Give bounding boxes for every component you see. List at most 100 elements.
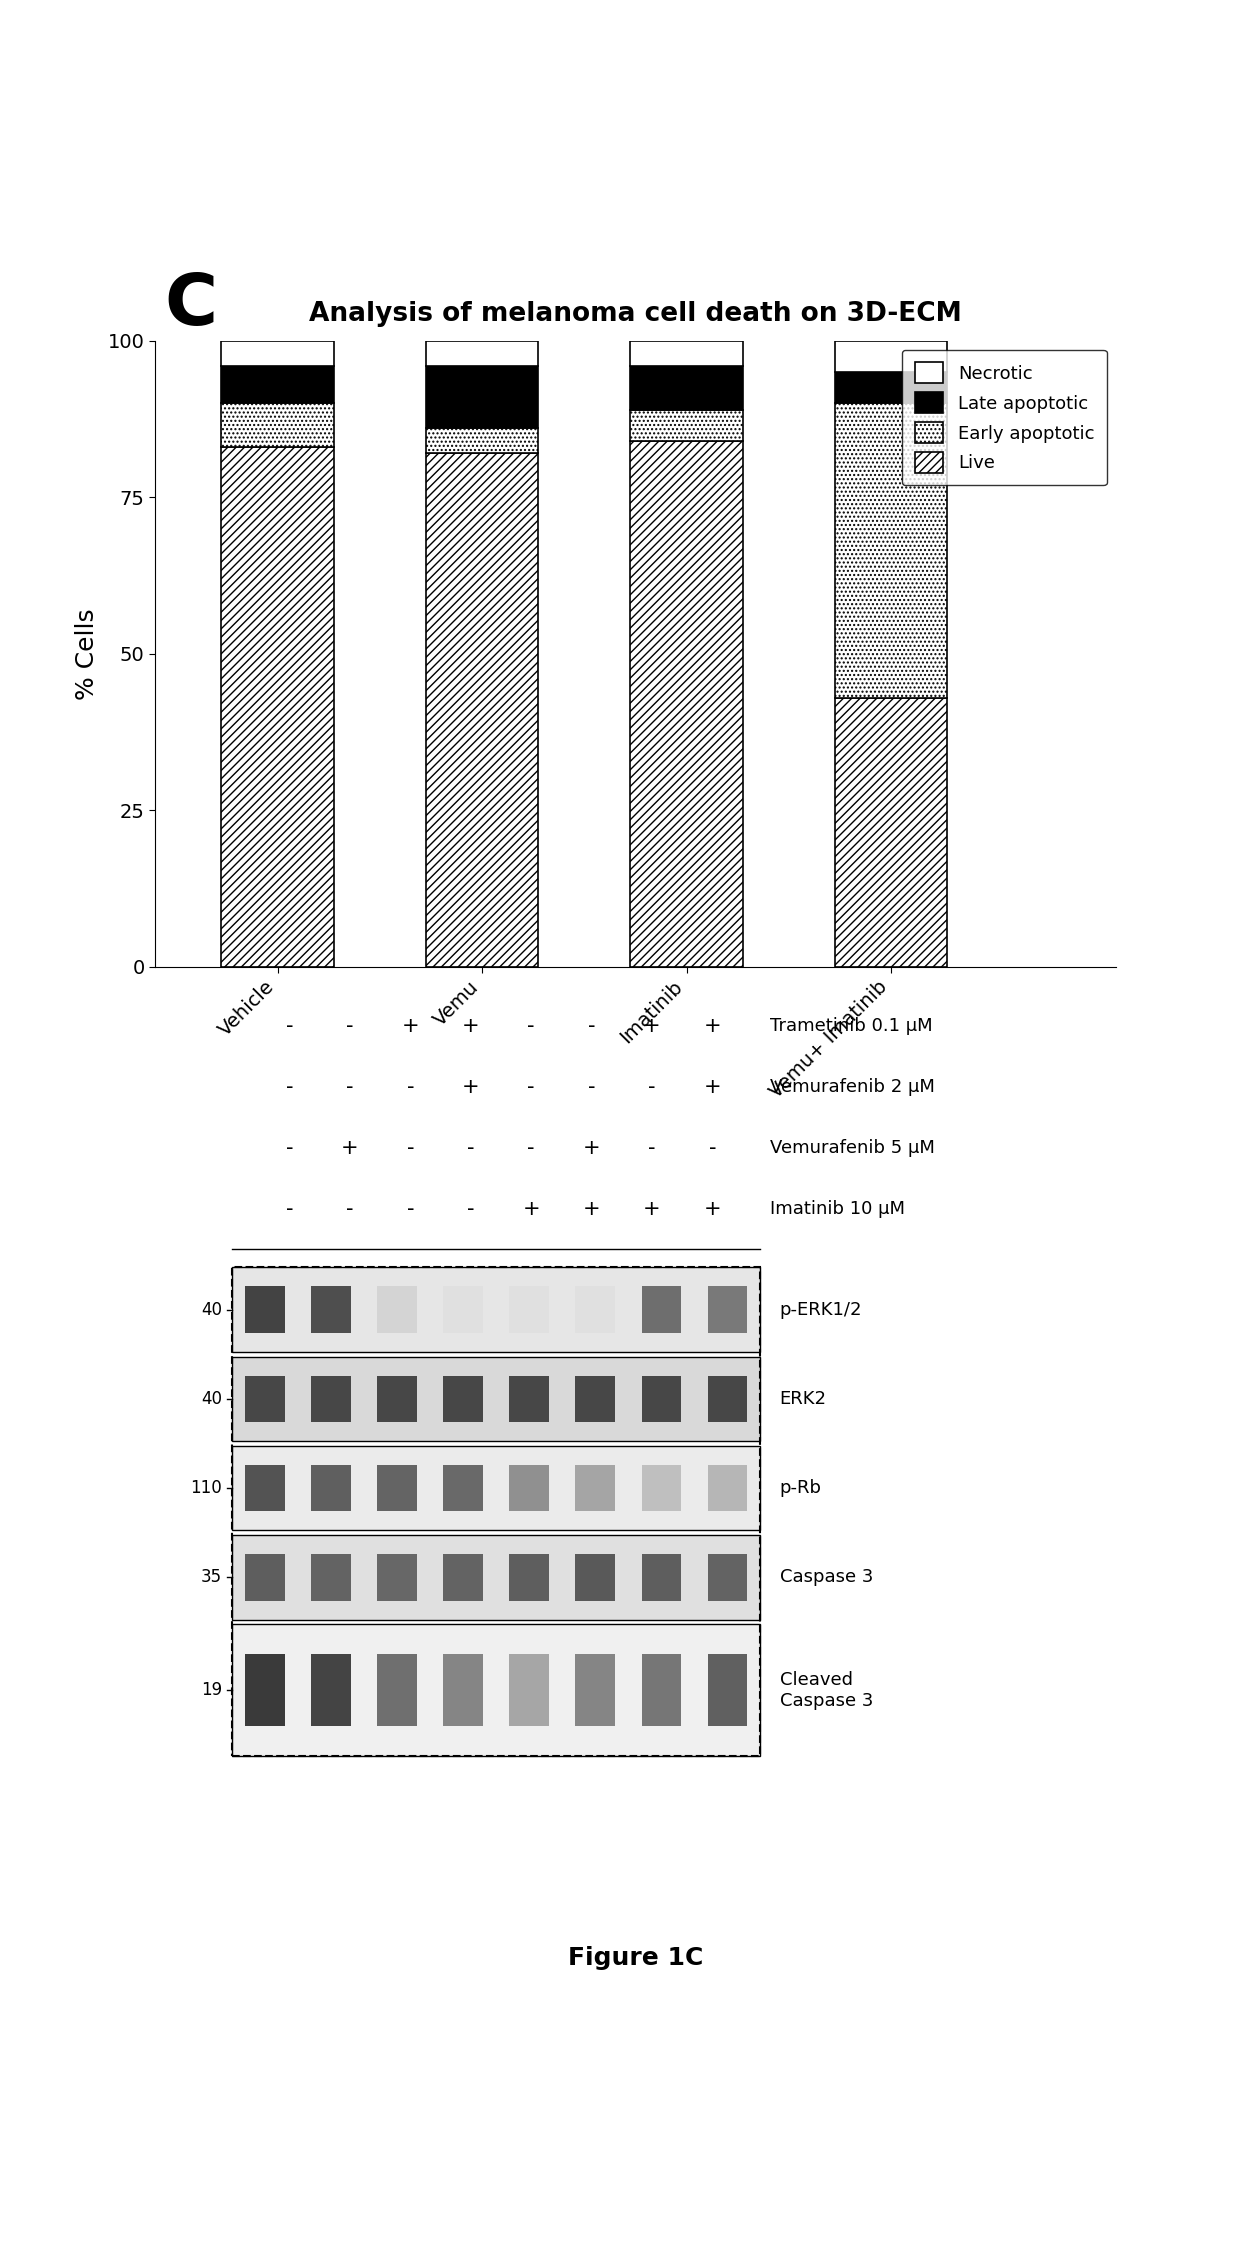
Text: -: - xyxy=(346,1017,353,1035)
Bar xyxy=(835,404,947,698)
Bar xyxy=(641,1554,681,1602)
Bar xyxy=(425,366,538,429)
Text: -: - xyxy=(649,1139,656,1157)
Text: p-ERK1/2: p-ERK1/2 xyxy=(780,1301,862,1319)
Text: 19: 19 xyxy=(201,1681,222,1699)
Text: -: - xyxy=(407,1078,414,1096)
Text: +: + xyxy=(703,1017,722,1035)
Bar xyxy=(222,447,334,967)
Text: -: - xyxy=(285,1139,294,1157)
Text: -: - xyxy=(285,1017,294,1035)
Bar xyxy=(641,1285,681,1333)
Bar xyxy=(630,366,743,409)
Bar xyxy=(641,1654,681,1726)
Bar xyxy=(510,1464,549,1511)
Bar xyxy=(835,698,947,967)
Text: Trametinib 0.1 μM: Trametinib 0.1 μM xyxy=(770,1017,932,1035)
Bar xyxy=(425,429,538,454)
Text: Caspase 3: Caspase 3 xyxy=(780,1568,873,1586)
Bar xyxy=(575,1464,615,1511)
Bar xyxy=(708,1285,748,1333)
Bar xyxy=(222,366,334,404)
Text: 40: 40 xyxy=(201,1301,222,1319)
Bar xyxy=(311,1654,351,1726)
Bar xyxy=(246,1376,285,1423)
Bar xyxy=(377,1376,417,1423)
Text: Imatinib 10 μM: Imatinib 10 μM xyxy=(770,1200,905,1218)
Text: +: + xyxy=(583,1200,600,1218)
Text: -: - xyxy=(467,1200,475,1218)
Text: +: + xyxy=(341,1139,358,1157)
Bar xyxy=(425,454,538,967)
Bar xyxy=(377,1654,417,1726)
Bar xyxy=(575,1654,615,1726)
Bar xyxy=(246,1554,285,1602)
Text: +: + xyxy=(583,1139,600,1157)
Bar xyxy=(246,1654,285,1726)
Bar xyxy=(510,1285,549,1333)
Text: C: C xyxy=(165,271,217,341)
Text: Vemurafenib 5 μM: Vemurafenib 5 μM xyxy=(770,1139,935,1157)
Bar xyxy=(708,1654,748,1726)
Bar xyxy=(425,341,538,366)
Bar xyxy=(444,1376,482,1423)
Bar xyxy=(232,1536,760,1620)
Bar xyxy=(510,1554,549,1602)
Text: -: - xyxy=(285,1200,294,1218)
Bar xyxy=(708,1554,748,1602)
Bar xyxy=(641,1464,681,1511)
Text: -: - xyxy=(527,1139,534,1157)
Bar xyxy=(575,1376,615,1423)
Text: 35: 35 xyxy=(201,1568,222,1586)
Bar xyxy=(377,1285,417,1333)
Bar xyxy=(232,1358,760,1441)
Text: ERK2: ERK2 xyxy=(780,1389,827,1407)
Bar xyxy=(510,1654,549,1726)
Title: Analysis of melanoma cell death on 3D-ECM: Analysis of melanoma cell death on 3D-EC… xyxy=(309,300,962,328)
Bar xyxy=(835,341,947,373)
Bar xyxy=(630,341,743,366)
Text: Vemurafenib 2 μM: Vemurafenib 2 μM xyxy=(770,1078,935,1096)
Bar xyxy=(444,1464,482,1511)
Bar xyxy=(708,1376,748,1423)
Text: +: + xyxy=(703,1200,722,1218)
Text: +: + xyxy=(644,1017,661,1035)
Bar xyxy=(246,1464,285,1511)
Bar xyxy=(444,1654,482,1726)
Text: -: - xyxy=(708,1139,717,1157)
Bar xyxy=(630,441,743,967)
Y-axis label: % Cells: % Cells xyxy=(76,608,99,700)
Text: +: + xyxy=(402,1017,419,1035)
Bar xyxy=(377,1554,417,1602)
Bar xyxy=(708,1464,748,1511)
Text: Figure 1C: Figure 1C xyxy=(568,1947,703,1970)
Bar xyxy=(246,1285,285,1333)
Text: -: - xyxy=(407,1200,414,1218)
Bar xyxy=(232,1624,760,1755)
Bar xyxy=(311,1285,351,1333)
Text: p-Rb: p-Rb xyxy=(780,1480,822,1498)
Bar xyxy=(444,1285,482,1333)
Text: +: + xyxy=(522,1200,539,1218)
Text: +: + xyxy=(463,1078,480,1096)
Text: -: - xyxy=(285,1078,294,1096)
Text: +: + xyxy=(644,1200,661,1218)
Bar xyxy=(311,1464,351,1511)
Bar xyxy=(630,409,743,441)
Bar xyxy=(510,1376,549,1423)
Bar xyxy=(311,1554,351,1602)
Bar xyxy=(575,1285,615,1333)
Text: Cleaved
Caspase 3: Cleaved Caspase 3 xyxy=(780,1672,873,1710)
Text: 40: 40 xyxy=(201,1389,222,1407)
Text: -: - xyxy=(588,1017,595,1035)
Text: -: - xyxy=(649,1078,656,1096)
Text: 110: 110 xyxy=(191,1480,222,1498)
Text: +: + xyxy=(703,1078,722,1096)
Bar xyxy=(641,1376,681,1423)
Text: -: - xyxy=(467,1139,475,1157)
Bar xyxy=(232,1267,760,1351)
Text: -: - xyxy=(346,1078,353,1096)
Text: -: - xyxy=(588,1078,595,1096)
Legend: Necrotic, Late apoptotic, Early apoptotic, Live: Necrotic, Late apoptotic, Early apoptoti… xyxy=(901,350,1107,486)
Text: -: - xyxy=(407,1139,414,1157)
